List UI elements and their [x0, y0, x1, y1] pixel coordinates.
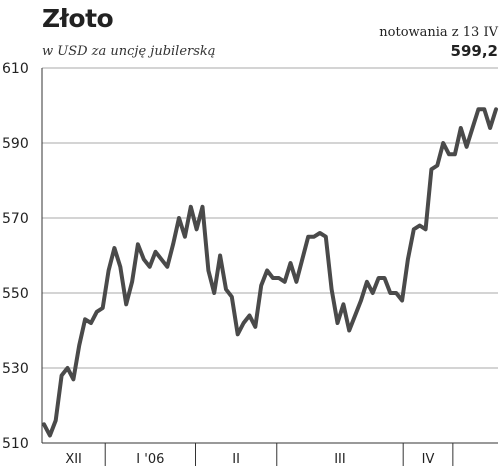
data-point [125, 303, 127, 305]
data-point [407, 258, 409, 260]
data-point [360, 299, 362, 301]
data-point [401, 299, 403, 301]
data-point [389, 292, 391, 294]
data-point [242, 322, 244, 324]
data-point [78, 344, 80, 346]
data-point [96, 311, 98, 313]
data-point [113, 247, 115, 249]
data-point [448, 153, 450, 155]
x-period-label: IV [422, 452, 435, 467]
x-period-label: III [334, 452, 346, 467]
data-point [225, 288, 227, 290]
data-point [237, 333, 239, 335]
data-point [295, 281, 297, 283]
data-point [154, 251, 156, 253]
data-point [489, 127, 491, 129]
data-point [254, 326, 256, 328]
data-point [348, 329, 350, 331]
data-point [219, 254, 221, 256]
data-point [460, 127, 462, 129]
data-point [289, 262, 291, 264]
data-point [66, 367, 68, 369]
y-tick-label: 590 [2, 136, 29, 152]
data-point [483, 108, 485, 110]
data-point [495, 108, 497, 110]
x-period-label: XII [65, 452, 82, 467]
data-point [336, 322, 338, 324]
x-period-label: II [232, 452, 240, 467]
data-point [84, 318, 86, 320]
data-point [284, 281, 286, 283]
data-point [424, 228, 426, 230]
data-point [366, 281, 368, 283]
data-point [471, 127, 473, 129]
data-point [137, 243, 139, 245]
data-point [102, 307, 104, 309]
data-point [372, 292, 374, 294]
data-point [430, 168, 432, 170]
data-point [307, 236, 309, 238]
data-point [354, 314, 356, 316]
data-point [160, 258, 162, 260]
data-point [248, 314, 250, 316]
data-point [377, 277, 379, 279]
data-point [330, 288, 332, 290]
data-point [60, 374, 62, 376]
data-point [231, 296, 233, 298]
data-point [383, 277, 385, 279]
data-point [272, 277, 274, 279]
data-point [172, 243, 174, 245]
data-point [43, 423, 45, 425]
data-point [266, 269, 268, 271]
data-point [90, 322, 92, 324]
data-point [465, 146, 467, 148]
data-point [442, 142, 444, 144]
data-point [149, 266, 151, 268]
data-point [477, 108, 479, 110]
data-point [454, 153, 456, 155]
data-point [301, 258, 303, 260]
data-point [260, 284, 262, 286]
data-point [131, 281, 133, 283]
data-point [207, 269, 209, 271]
data-point [278, 277, 280, 279]
data-point [342, 303, 344, 305]
x-period-label: I '06 [136, 452, 164, 467]
data-point [143, 258, 145, 260]
y-tick-label: 530 [2, 361, 29, 377]
data-point [119, 266, 121, 268]
data-point [413, 228, 415, 230]
series-line [44, 109, 496, 435]
data-point [178, 217, 180, 219]
y-tick-label: 510 [2, 436, 29, 452]
y-tick-label: 550 [2, 286, 29, 302]
y-tick-label: 570 [2, 211, 29, 227]
data-point [190, 206, 192, 208]
data-point [184, 236, 186, 238]
data-point [325, 236, 327, 238]
data-point [395, 292, 397, 294]
data-point [55, 419, 57, 421]
y-tick-label: 610 [2, 61, 29, 77]
data-point [319, 232, 321, 234]
data-point [201, 206, 203, 208]
data-point [107, 269, 109, 271]
data-point [49, 434, 51, 436]
data-point [195, 228, 197, 230]
data-point [419, 224, 421, 226]
data-point [213, 292, 215, 294]
data-point [436, 164, 438, 166]
data-point [313, 236, 315, 238]
data-point [166, 266, 168, 268]
data-point [72, 378, 74, 380]
